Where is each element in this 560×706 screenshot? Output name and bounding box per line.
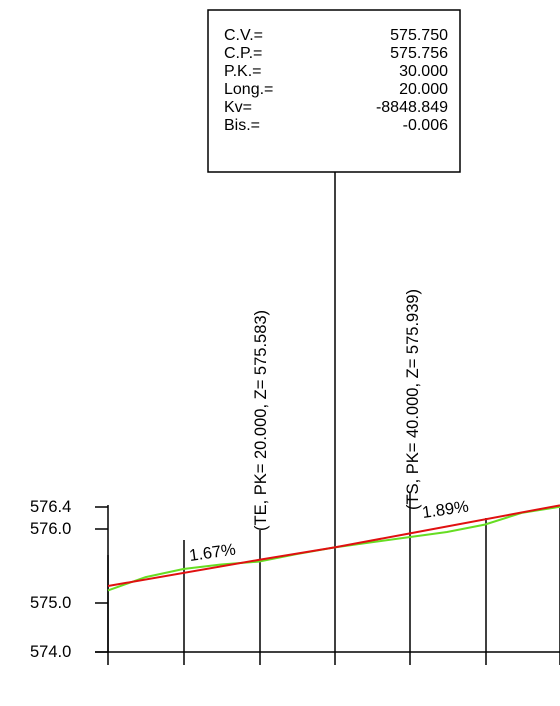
info-value-cp: 575.756	[390, 45, 448, 62]
info-value-pk: 30.000	[399, 63, 448, 80]
info-value-kv: -8848.849	[376, 99, 448, 116]
info-key-kv: Kv=	[224, 99, 252, 116]
grade-label-right: 1.89%	[421, 498, 470, 522]
station-lines	[107, 172, 560, 665]
y-tick-label-576-4: 576.4	[30, 498, 71, 516]
info-key-cv: C.V.=	[224, 27, 263, 44]
y-tick-label-576-0: 576.0	[30, 520, 71, 538]
ts-annotation: (TS, PK= 40.000, Z= 575.939)	[404, 289, 422, 510]
series-grade-line	[107, 504, 560, 587]
info-box-frame	[207, 9, 461, 173]
y-tick-label-575-0: 575.0	[30, 594, 71, 612]
info-value-long: 20.000	[399, 81, 448, 98]
y-tick-label-574-0: 574.0	[30, 643, 71, 661]
y-axis: 576.4 576.0 575.0 574.0	[30, 498, 109, 661]
info-key-cp: C.P.=	[224, 45, 262, 62]
info-key-long: Long.=	[224, 81, 273, 98]
info-key-bis: Bis.=	[224, 117, 260, 134]
te-annotation: (TE, PK= 20.000, Z= 575.583)	[252, 310, 270, 531]
grade-label-left: 1.67%	[188, 541, 237, 565]
info-key-pk: P.K.=	[224, 63, 262, 80]
info-value-cv: 575.750	[390, 27, 448, 44]
info-value-bis: -0.006	[403, 117, 448, 134]
series-terrain-line	[107, 505, 560, 592]
info-box: C.V.= 575.750 C.P.= 575.756 P.K.= 30.000…	[207, 9, 461, 173]
